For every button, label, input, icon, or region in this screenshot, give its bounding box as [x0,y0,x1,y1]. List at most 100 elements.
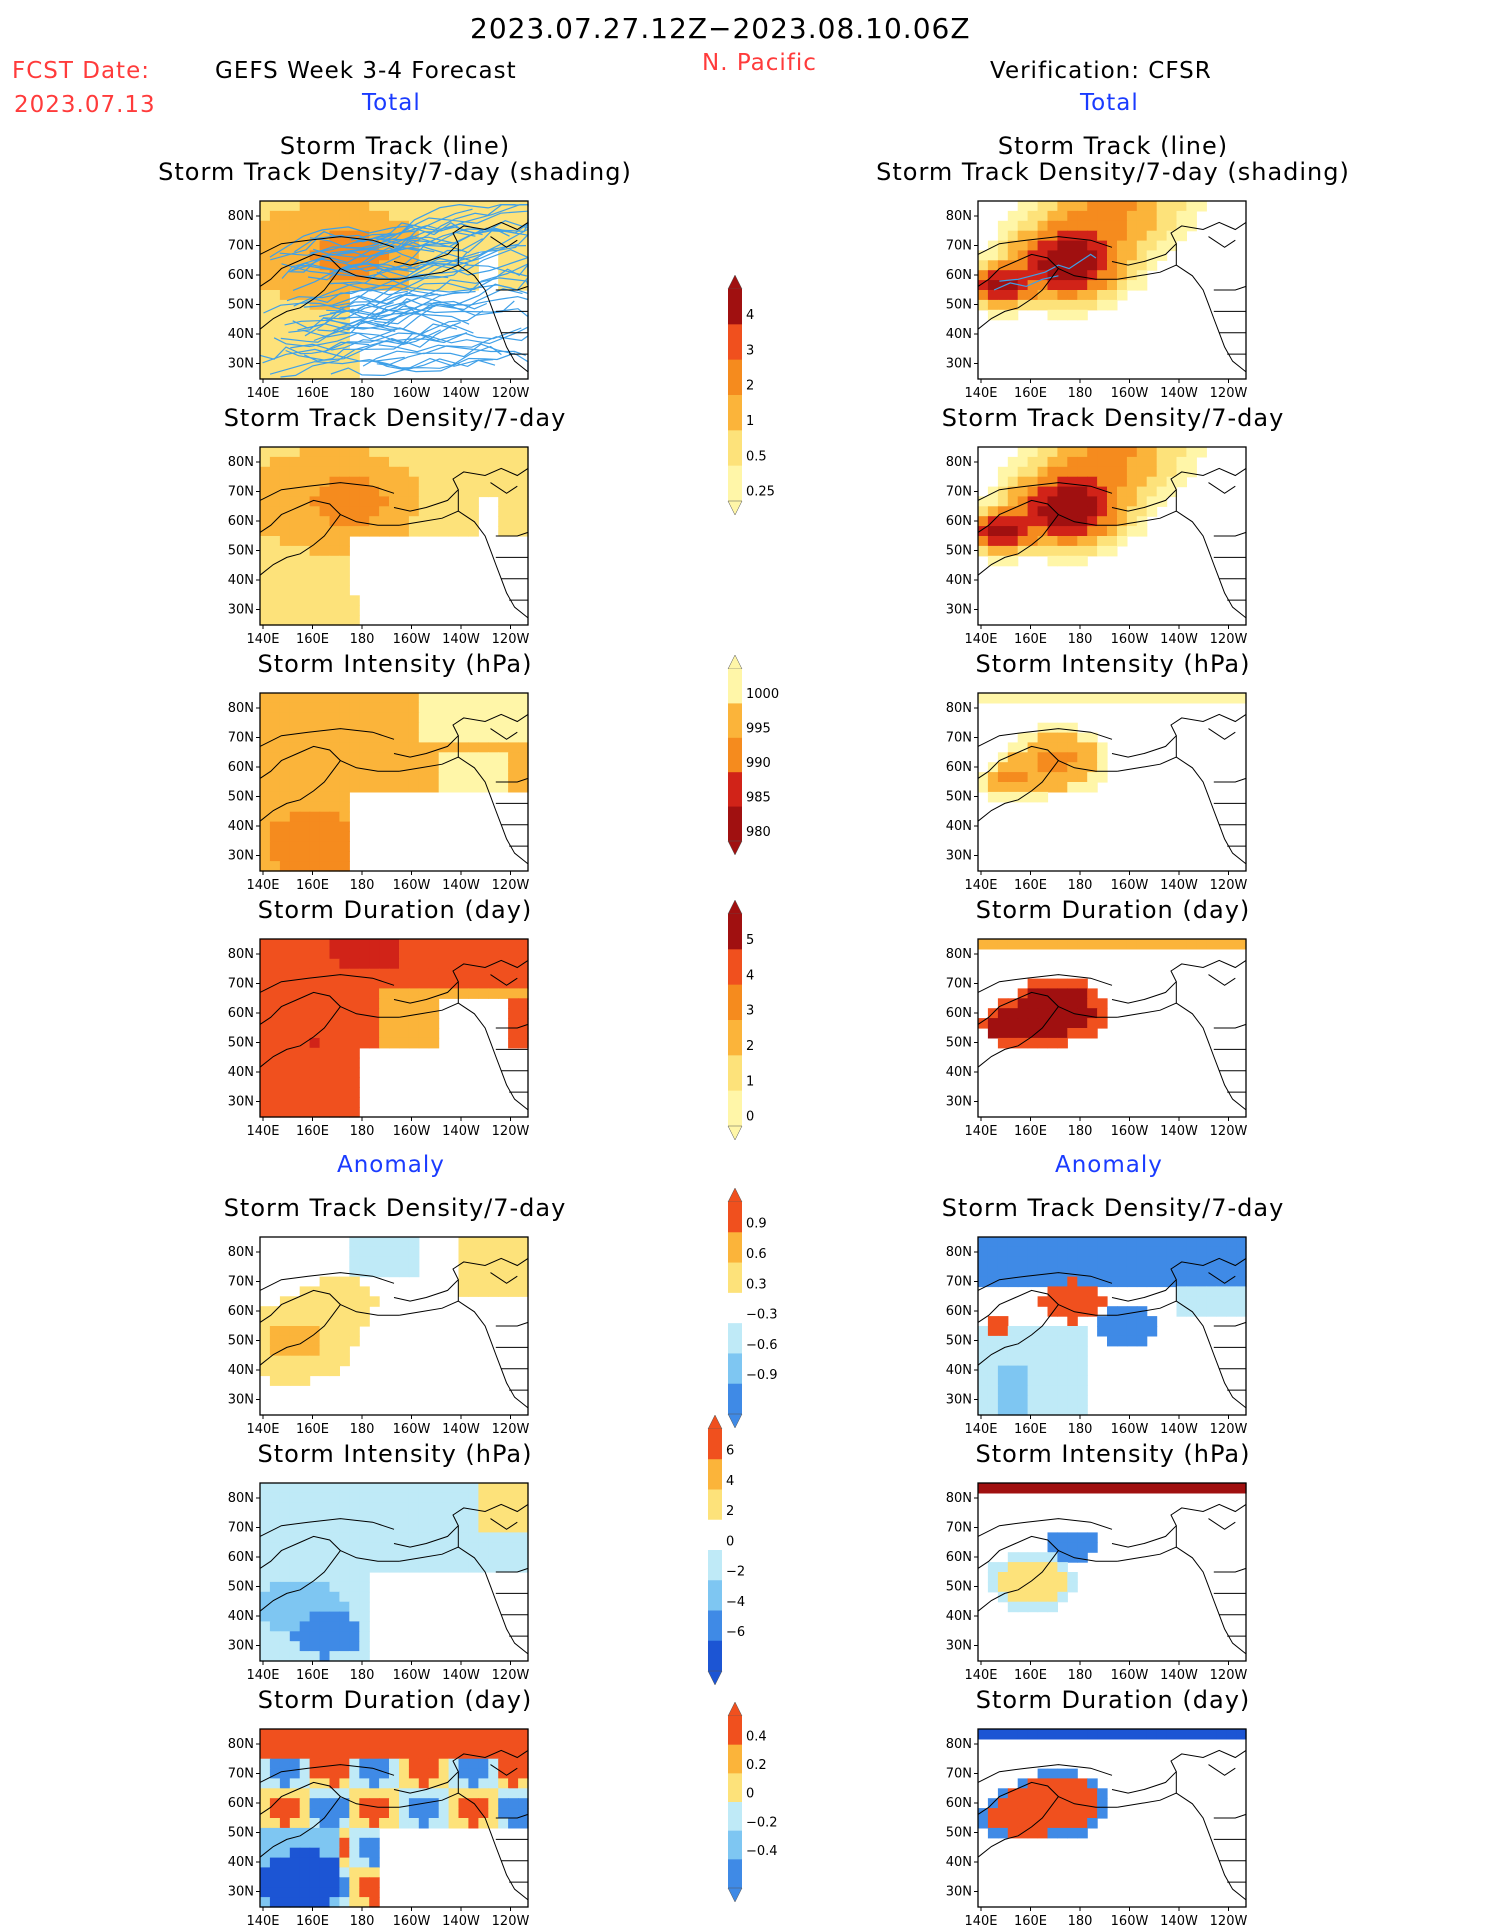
shading-cell [458,1522,469,1534]
shading-cell [279,1748,291,1760]
shading-cell [1117,240,1128,252]
shading-cell [299,585,311,596]
shading-cell [269,240,281,252]
shading-cell [1077,496,1088,507]
coastlines [977,1503,1247,1655]
shading-cell [428,1818,440,1829]
shading-cell [279,821,291,833]
shading-cell [269,712,281,724]
shading-cell [1186,1729,1197,1740]
shading-cell [488,988,499,999]
shading-cell [349,456,360,468]
shading-cell [1067,1375,1078,1386]
shading-cell [349,1483,360,1494]
shading-cell [1017,1552,1029,1563]
shading-cell [418,939,430,950]
shading-cell [299,1296,311,1307]
shading-cell [279,762,291,773]
shading-cell [498,466,509,478]
shading-cell [379,1502,390,1514]
shading-cell [289,1641,301,1652]
shading-cell [1077,280,1088,291]
shading-cell [299,1621,311,1632]
shading-cell [1087,1246,1098,1258]
shading-cell [319,1857,331,1869]
shading-cell [319,466,331,478]
shading-cell [498,1748,509,1760]
colorbar-label: 1 [746,1074,754,1089]
storm-track-line [294,231,420,253]
shading-cell [289,1077,301,1088]
shading-cell [1007,270,1019,281]
shading-cell [269,201,281,212]
shading-cell [508,1758,519,1770]
shading-cell [289,1028,301,1039]
shading-cell [329,978,340,990]
shading-cell [299,1087,311,1098]
shading-cell [508,712,519,724]
shading-cell [319,280,331,291]
shading-cell [1037,506,1049,517]
shading-cell [379,1532,390,1543]
shading-cell [339,1827,350,1839]
coastline [977,1764,1113,1783]
shading-cell [309,1788,321,1799]
shading-cell [518,1237,529,1248]
shading-cell [299,1729,311,1740]
shading-cell [279,712,291,724]
shading-cell [269,1562,281,1573]
shading-cell [289,1581,301,1593]
shading-cell [478,447,489,458]
lon-tick-label: 120W [1210,1124,1248,1139]
shading-cell [458,240,469,252]
shading-cell [448,1522,460,1534]
shading-cell [319,1778,331,1789]
shading-cell [418,958,430,970]
shading-cell [508,702,519,714]
shading-cell [309,486,321,498]
shading-cell [1087,693,1098,704]
shading-cell [1047,496,1058,507]
shading-cell [309,555,321,567]
shading-cell [508,693,519,704]
shading-cell [1226,1237,1237,1248]
shading-cell [369,1037,380,1049]
shading-cell [468,939,479,950]
shading-cell [389,506,400,517]
shading-cell [468,456,479,468]
shading-cell [478,1552,489,1563]
shading-cell [309,1808,321,1819]
shading-cell [1067,240,1078,252]
colorbar-label: 3 [746,343,754,358]
lon-tick-label: 160W [1111,1422,1149,1437]
shading-cell [1017,1798,1029,1809]
shading-cell [438,1512,450,1524]
shading-cell [488,732,499,744]
shading-cell [1216,1306,1227,1317]
coastline [490,1764,518,1776]
shading-cell [279,732,291,744]
shading-cell [997,1037,1009,1049]
shading-cell [319,1758,331,1770]
shading-cell [269,772,281,783]
shading-cell [1107,1266,1118,1278]
shading-cell [359,1562,370,1573]
shading-cell [1126,456,1138,468]
shading-cell [1126,466,1138,478]
shading-cell [309,605,321,616]
colorbar-label: 0.2 [746,1758,767,1773]
coastline [1058,1550,1118,1562]
shading-cell [289,988,301,999]
shading-cell [1117,447,1128,458]
shading-cell [1136,939,1148,950]
shading-cell [289,309,301,321]
shading-cell [319,1286,331,1297]
shading-cell [997,693,1009,704]
shading-cell [299,1047,311,1059]
shading-cell [1037,250,1049,261]
shading-cell [309,1621,321,1632]
coastlines [977,467,1247,619]
shading-cell [997,536,1009,547]
shading-cell [289,1601,301,1613]
shading-cell [260,1532,271,1543]
